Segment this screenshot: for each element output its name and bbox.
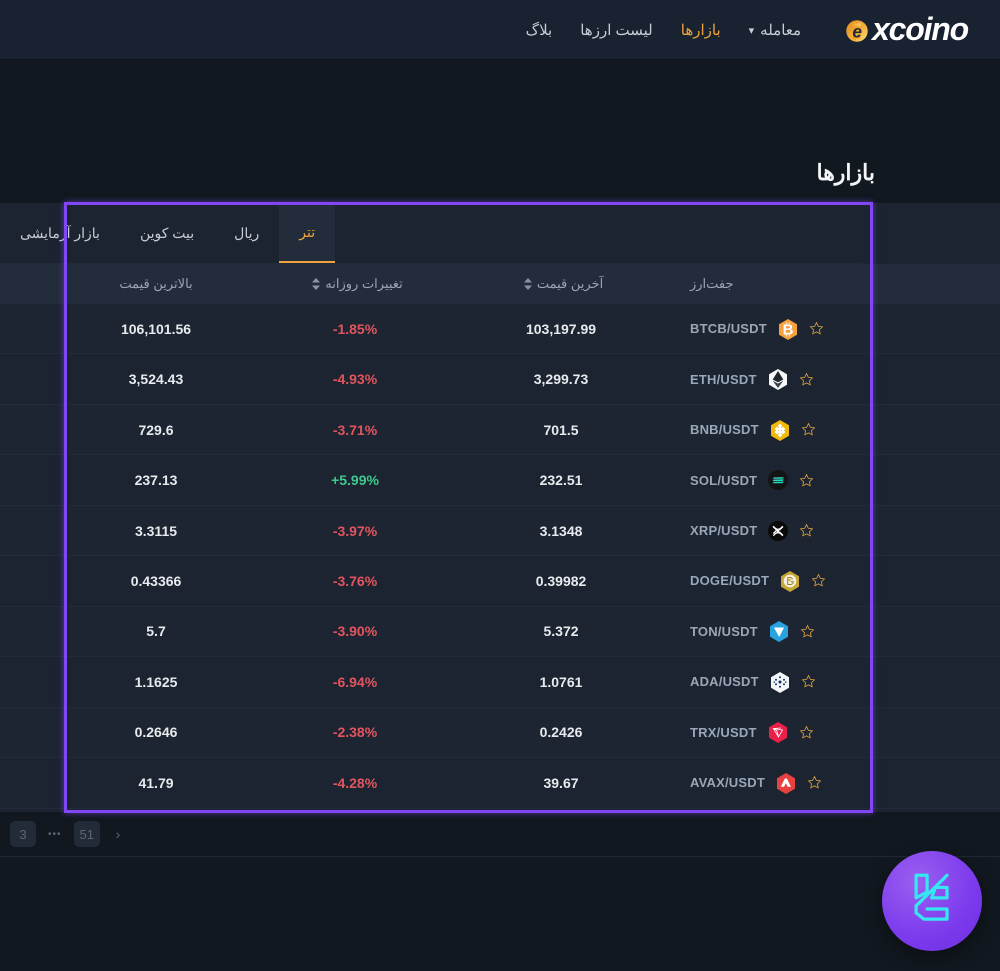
svg-text:e: e	[852, 21, 862, 41]
